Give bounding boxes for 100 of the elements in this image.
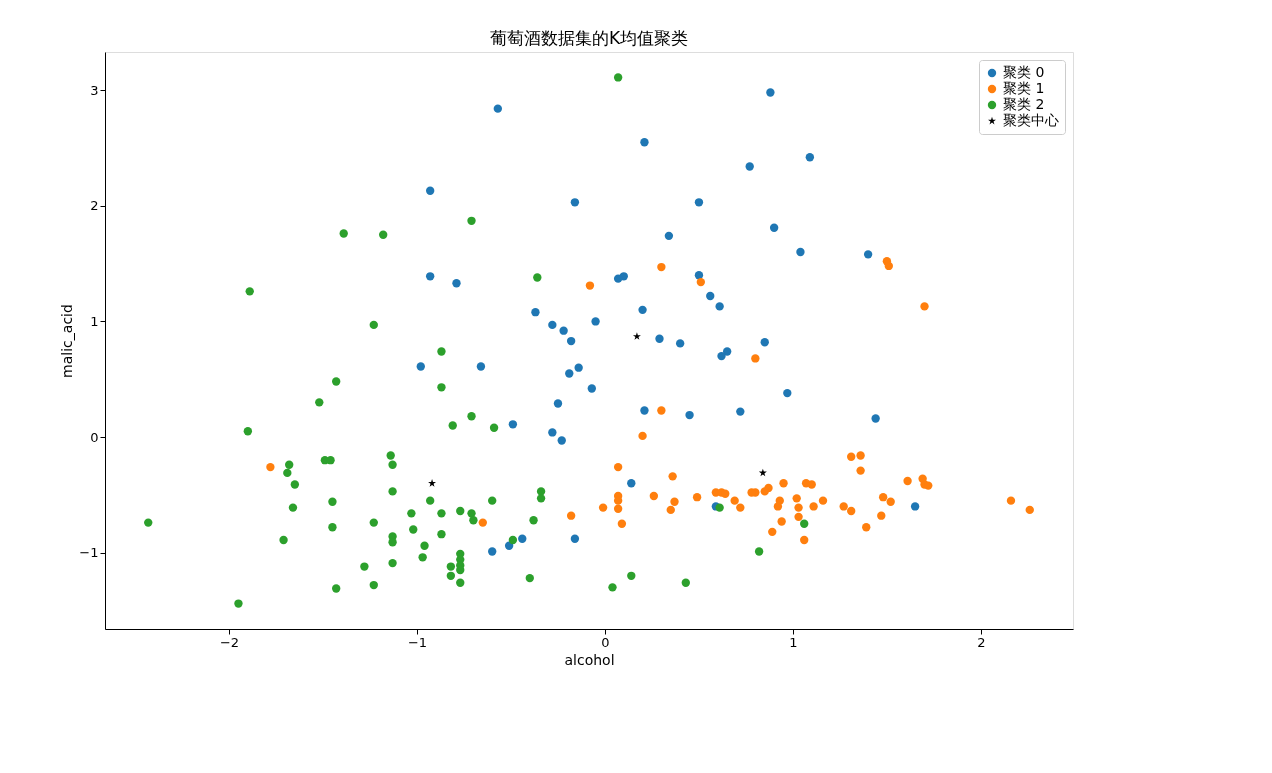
point [598, 503, 608, 512]
point [706, 291, 715, 301]
point [585, 281, 595, 290]
point [640, 406, 649, 415]
point [685, 410, 694, 420]
point [736, 503, 745, 512]
point [796, 247, 805, 257]
point [871, 414, 880, 423]
point [657, 262, 666, 272]
point [566, 511, 576, 520]
point [570, 198, 580, 207]
point [565, 369, 574, 378]
point [910, 502, 920, 511]
point [721, 489, 730, 498]
point [862, 523, 871, 532]
point [878, 493, 888, 502]
point [638, 431, 647, 441]
point [504, 541, 514, 550]
y-tick-label: 1 [90, 313, 99, 329]
point [715, 302, 724, 311]
point [722, 347, 732, 356]
point [668, 472, 677, 481]
point [553, 399, 563, 408]
point [751, 354, 760, 363]
point [847, 452, 856, 461]
point [1025, 505, 1034, 515]
x-tick-label: 2 [977, 634, 986, 650]
point [670, 497, 679, 506]
point [807, 480, 816, 489]
point [777, 517, 786, 526]
point [428, 479, 437, 487]
point [452, 279, 461, 288]
x-tick-label: −2 [219, 634, 240, 650]
point [886, 497, 895, 506]
point [266, 462, 275, 472]
point [627, 479, 636, 488]
point [1006, 496, 1016, 505]
y-tick-label: 0 [90, 429, 99, 445]
point [613, 504, 623, 513]
y-tick-label: −1 [79, 545, 99, 561]
legend-label: 聚类 0 [1003, 64, 1045, 80]
y-tick-label: 2 [90, 198, 99, 214]
point [566, 336, 576, 346]
point [559, 326, 568, 335]
point [617, 519, 627, 528]
point [587, 384, 596, 393]
x-tick-label: 1 [789, 634, 798, 650]
point [766, 88, 775, 97]
point [920, 302, 929, 311]
point [557, 436, 566, 445]
point [570, 534, 580, 543]
point [779, 479, 788, 488]
point [847, 506, 856, 516]
point [655, 334, 664, 343]
point [884, 261, 893, 271]
point [692, 493, 702, 502]
point [760, 487, 769, 496]
point [760, 338, 769, 347]
legend-label: 聚类 1 [1003, 80, 1045, 96]
y-tick-label: 3 [90, 82, 99, 98]
point [548, 428, 557, 437]
point [493, 104, 503, 113]
point [638, 305, 647, 315]
point [649, 491, 659, 501]
legend-label: 聚类 2 [1003, 96, 1045, 112]
point [694, 270, 704, 280]
point [476, 362, 486, 371]
point [696, 277, 706, 287]
point [736, 407, 745, 416]
point [856, 466, 865, 475]
point [730, 496, 739, 505]
point [856, 451, 865, 460]
point [574, 363, 583, 372]
point [773, 502, 783, 511]
point [613, 462, 623, 472]
point [768, 527, 777, 537]
legend-label: 聚类中心 [1003, 112, 1059, 128]
point [809, 502, 818, 511]
point [425, 272, 435, 281]
point [769, 223, 779, 232]
x-tick-label: −1 [407, 634, 428, 650]
point [745, 162, 754, 171]
point [877, 511, 886, 520]
point [416, 362, 425, 371]
point [548, 320, 557, 330]
point [508, 420, 518, 429]
x-axis-title: alcohol [564, 651, 615, 668]
point [839, 502, 848, 511]
point [717, 351, 726, 361]
point [613, 274, 623, 283]
point [488, 547, 497, 556]
point [478, 518, 487, 527]
point [805, 153, 815, 162]
point [863, 250, 873, 259]
point [657, 406, 666, 415]
point [632, 332, 641, 340]
point [903, 476, 912, 486]
point [664, 231, 674, 241]
point [531, 308, 540, 317]
y-axis-title: malic_acid [59, 304, 76, 378]
